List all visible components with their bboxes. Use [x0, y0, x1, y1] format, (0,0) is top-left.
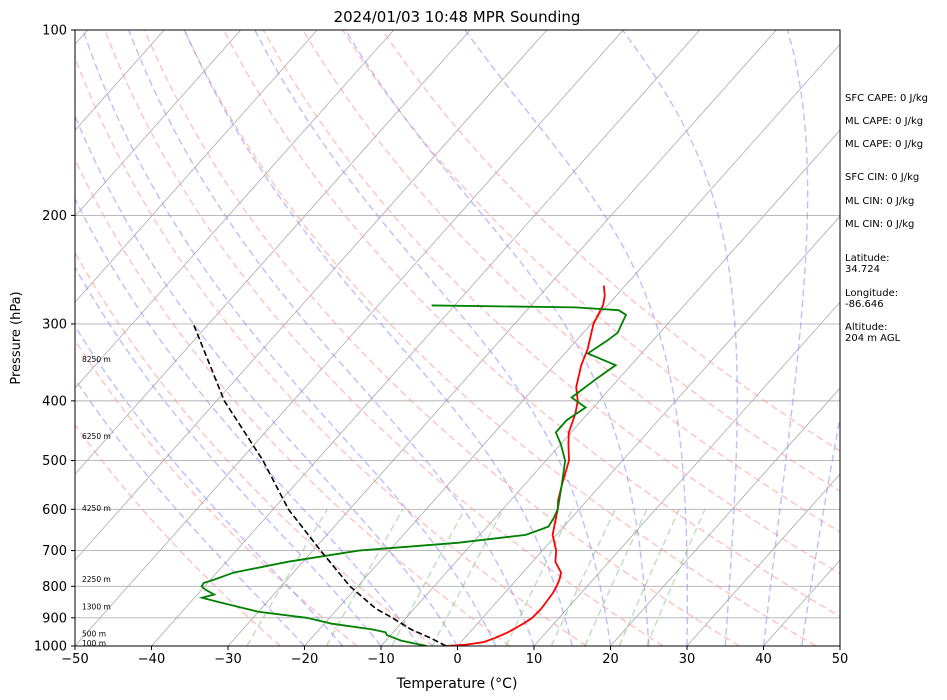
moist-adiabat-line — [254, 30, 612, 646]
x-tick-label: 0 — [453, 652, 461, 667]
parcel-line — [192, 323, 447, 646]
dry-adiabat-line — [342, 30, 840, 492]
profile-lines — [192, 285, 628, 646]
moist-adiabat-line — [621, 30, 738, 646]
x-tick-label: 10 — [526, 652, 543, 667]
mixing-ratio-line — [325, 508, 404, 646]
moist-adiabat-line — [75, 114, 459, 646]
isotherm-line — [380, 129, 840, 646]
x-axis-label: Temperature (°C) — [396, 676, 518, 692]
moist-adiabat-line — [75, 197, 420, 646]
x-tick-label: 20 — [602, 652, 619, 667]
isotherm-line — [533, 301, 840, 646]
dry-adiabat-line — [75, 423, 281, 646]
x-tick-label: 30 — [679, 652, 696, 667]
isotherm-line — [75, 30, 242, 217]
height-label: 6250 m — [82, 432, 111, 441]
y-axis: 100 200 300 400 500 600 700 800 900 1000 — [34, 24, 75, 655]
isotherm-line — [151, 30, 701, 646]
y-tick-label: 400 — [42, 394, 67, 409]
temperature-line — [445, 285, 606, 646]
moist-adiabat-line — [75, 324, 344, 646]
isotherm-line — [75, 30, 471, 475]
annotation-ml-cape: ML CAPE: 0 J/kg — [845, 116, 924, 127]
isotherm-line — [75, 30, 318, 303]
height-label: 100 m — [82, 639, 106, 648]
x-tick-label: −40 — [138, 652, 165, 667]
mixing-ratio-line — [505, 509, 574, 646]
x-tick-label: 50 — [832, 652, 849, 667]
height-label: 1300 m — [82, 602, 111, 611]
mixing-ratio-line — [584, 509, 648, 646]
x-axis: −50 −40 −30 −20 −10 0 10 20 30 40 50 — [61, 646, 848, 667]
x-tick-label: 40 — [755, 652, 772, 667]
x-tick-label: −20 — [291, 652, 318, 667]
height-label: 500 m — [82, 630, 106, 639]
dry-adiabat-line — [223, 30, 840, 618]
dry-adiabat-line — [104, 30, 664, 646]
dry-adiabat-line — [143, 30, 740, 646]
isotherm-line — [457, 215, 840, 646]
y-axis-label: Pressure (hPa) — [9, 291, 24, 384]
height-label: 8250 m — [82, 355, 111, 364]
isotherm-line — [304, 43, 840, 646]
moist-adiabat-line — [344, 30, 650, 646]
x-tick-label: −30 — [214, 652, 241, 667]
mixing-ratio-line — [391, 509, 466, 646]
plot-background — [75, 30, 840, 646]
y-tick-label: 900 — [42, 611, 67, 626]
annotation-latitude: Latitude: 34.724 — [845, 253, 890, 275]
moist-adiabat-line — [75, 265, 382, 646]
isotherm-line — [75, 30, 395, 389]
moist-adiabat-line — [75, 377, 306, 646]
isotherm-line — [75, 30, 548, 561]
x-tick-label: −10 — [367, 652, 394, 667]
annotation-sfc-cape: SFC CAPE: 0 J/kg — [845, 93, 928, 104]
dry-adiabat-line — [262, 30, 840, 575]
annotation-ml-cin: ML CIN: 0 J/kg — [845, 196, 915, 207]
dry-adiabat-line — [381, 30, 840, 452]
background-lines — [75, 30, 840, 646]
isotherm-line — [686, 473, 840, 646]
mixing-ratio-line — [431, 509, 504, 646]
y-tick-label: 1000 — [34, 640, 67, 655]
x-tick-label: −50 — [61, 652, 88, 667]
height-label: 2250 m — [82, 575, 111, 584]
y-tick-label: 500 — [42, 454, 67, 469]
moist-adiabat-line — [464, 30, 689, 646]
mixing-ratio-line — [618, 509, 680, 646]
moist-adiabat-line — [128, 30, 535, 646]
moist-adiabat-line — [82, 30, 497, 646]
mixing-ratio-line — [645, 509, 706, 646]
mixing-ratio-line — [550, 509, 616, 646]
mixing-ratio-line — [246, 508, 328, 646]
dry-adiabat-line — [75, 251, 434, 646]
annotation-sfc-cin: SFC CIN: 0 J/kg — [845, 172, 920, 183]
y-tick-label: 700 — [42, 544, 67, 559]
y-tick-label: 300 — [42, 317, 67, 332]
chart-title: 2024/01/03 10:48 MPR Sounding — [334, 8, 581, 26]
y-tick-label: 800 — [42, 580, 67, 595]
annotation-ml-cape-2: ML CAPE: 0 J/kg — [845, 139, 924, 150]
isotherm-line — [610, 387, 840, 646]
isotherm-line — [227, 30, 777, 646]
dry-adiabat-line — [183, 30, 817, 646]
dry-adiabat-line — [75, 339, 358, 646]
moist-adiabat-line — [183, 30, 573, 646]
dry-adiabat-line — [302, 30, 840, 533]
annotation-ml-cin-2: ML CIN: 0 J/kg — [845, 219, 915, 230]
y-tick-label: 200 — [42, 209, 67, 224]
dry-adiabat-line — [75, 55, 587, 646]
annotation-altitude: Altitude: 204 m AGL — [845, 322, 901, 344]
dewpoint-line — [198, 304, 628, 646]
y-tick-label: 600 — [42, 503, 67, 518]
annotation-longitude: Longitude: -86.646 — [845, 288, 899, 310]
dry-adiabat-line — [75, 157, 511, 646]
height-label: 4250 m — [82, 504, 111, 513]
y-tick-label: 100 — [42, 24, 67, 39]
